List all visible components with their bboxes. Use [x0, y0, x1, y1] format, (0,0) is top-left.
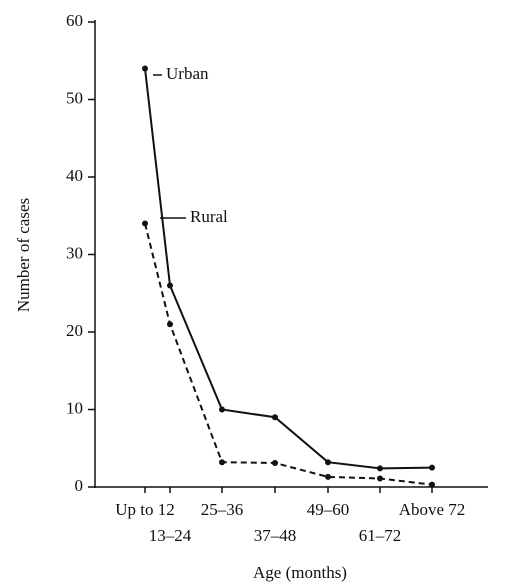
data-point [142, 65, 148, 72]
data-point [377, 475, 383, 482]
y-tick-label: 50 [66, 88, 83, 107]
y-axis-label: Number of cases [14, 198, 33, 312]
series-line [144, 223, 433, 486]
data-point [219, 459, 225, 466]
y-tick-label: 10 [66, 398, 83, 417]
y-tick-label: 0 [75, 476, 84, 495]
data-point [272, 414, 278, 421]
x-tick-label: 13–24 [149, 526, 192, 545]
x-axis-label: Age (months) [253, 563, 347, 582]
x-tick-label: 37–48 [254, 526, 297, 545]
y-tick-label: 40 [66, 166, 83, 185]
x-tick-label: Up to 12 [115, 500, 175, 519]
data-point [142, 220, 148, 227]
data-point [167, 282, 173, 289]
data-point [429, 464, 435, 471]
data-point [429, 481, 435, 488]
data-point [167, 321, 173, 328]
x-tick-label: 61–72 [359, 526, 402, 545]
series-label: Rural [190, 207, 228, 226]
x-tick-label: 25–36 [201, 500, 244, 519]
y-tick-label: 60 [66, 11, 83, 30]
y-tick-label: 20 [66, 321, 83, 340]
data-point [325, 473, 331, 480]
data-point [377, 465, 383, 472]
y-tick-label: 30 [66, 243, 83, 262]
series-label: Urban [166, 64, 209, 83]
data-point [272, 459, 278, 466]
x-tick-label: 49–60 [307, 500, 350, 519]
series-line [144, 68, 433, 470]
data-point [219, 406, 225, 413]
x-tick-label: Above 72 [399, 500, 466, 519]
data-point [325, 459, 331, 466]
